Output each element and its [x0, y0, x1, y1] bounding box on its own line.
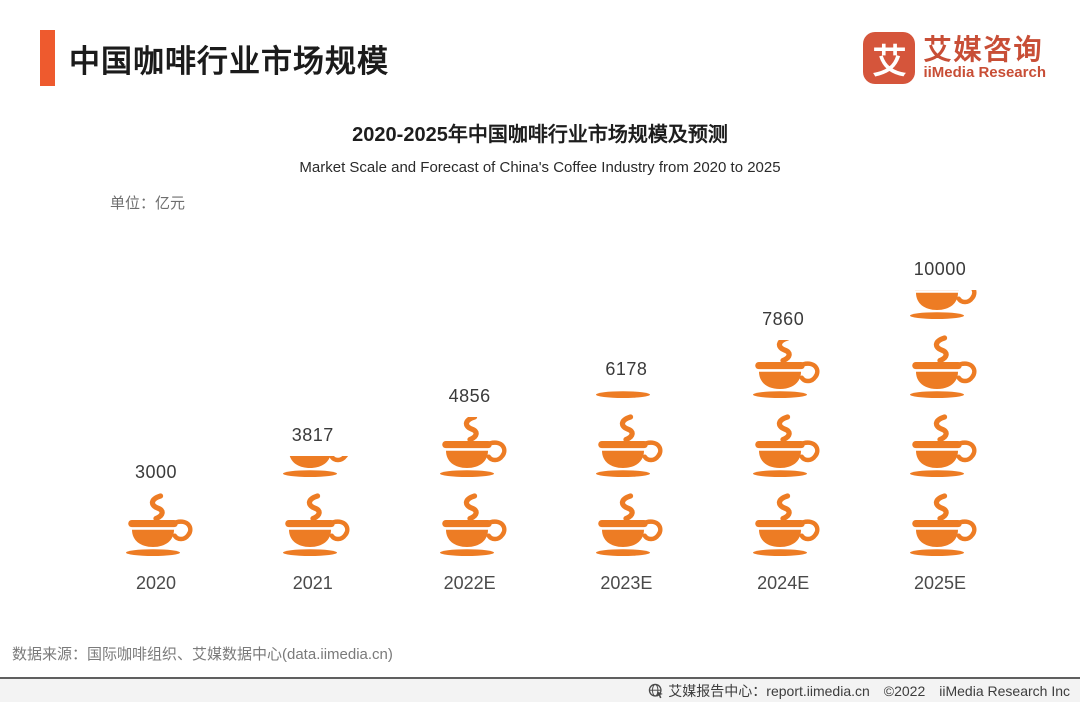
coffee-cup-icon	[126, 493, 193, 556]
value-label: 3817	[291, 425, 334, 445]
chart-column-2020: 3000	[92, 462, 220, 559]
full-cup	[116, 493, 196, 559]
cup-stack	[900, 290, 980, 559]
full-cup	[430, 493, 510, 559]
coffee-cup-icon	[909, 414, 977, 477]
cup-stack	[116, 493, 196, 559]
coffee-cup-icon	[753, 414, 820, 477]
footer-report-center: 艾媒报告中心：report.iimedia.cn	[648, 681, 870, 701]
cup-stack	[743, 340, 823, 559]
pictograph-chart: 3000 3817 4856 6178	[92, 219, 1004, 559]
unit-label: 单位：亿元	[110, 195, 186, 212]
partial-cup-icon	[586, 390, 666, 401]
year-label: 2024E	[757, 573, 810, 593]
partial-cup-icon	[273, 456, 353, 480]
partial-cup-icon	[900, 290, 980, 322]
logo-name-en: iiMedia Research	[923, 63, 1046, 81]
chart-subtitle: Market Scale and Forecast of China's Cof…	[299, 159, 781, 176]
footer-report-center-text: 艾媒报告中心：report.iimedia.cn	[668, 682, 870, 699]
title-accent-bar	[40, 30, 55, 86]
year-label: 2025E	[913, 573, 967, 593]
full-cup	[586, 493, 666, 559]
chart-column-2024e: 7860	[719, 309, 847, 559]
footer-copyright: ©2022	[883, 682, 926, 699]
x-axis-labels: 2020 2021 2022E 2023E 2024E 2025E	[92, 573, 1004, 594]
page-title: 中国咖啡行业市场规模	[69, 43, 389, 79]
full-cup	[273, 493, 353, 559]
data-source: 数据来源：国际咖啡组织、艾媒数据中心(data.iimedia.cn)	[12, 646, 393, 663]
coffee-cup-icon	[753, 340, 820, 398]
coffee-cup-icon	[909, 290, 977, 319]
cup-stack	[273, 456, 353, 559]
chart-column-2021: 3817	[249, 425, 377, 559]
footer-company: iiMedia Research Inc	[939, 682, 1070, 699]
value-label: 3000	[134, 462, 178, 482]
footer-bar: 艾媒报告中心：report.iimedia.cn ©2022 iiMedia R…	[0, 677, 1080, 702]
full-cup	[900, 493, 980, 559]
coffee-cup-icon	[282, 493, 350, 556]
globe-cursor-icon	[649, 683, 664, 698]
coffee-cup-icon	[909, 335, 977, 398]
year-label: 2020	[135, 573, 177, 593]
coffee-cup-icon	[596, 493, 663, 556]
logo-name-cn: 艾媒咨询	[923, 34, 1044, 66]
coffee-cup-icon	[753, 493, 820, 556]
value-label: 6178	[605, 359, 648, 379]
full-cup	[743, 414, 823, 480]
cup-stack	[430, 417, 510, 559]
chart-column-2022e: 4856	[406, 386, 534, 559]
report-header: 中国咖啡行业市场规模 艾 艾媒咨询 iiMedia Research	[0, 0, 1080, 86]
cup-stack	[586, 390, 666, 559]
coffee-cup-icon	[439, 417, 507, 477]
year-label: 2022E	[443, 573, 496, 593]
partial-cup-icon	[743, 340, 823, 401]
value-label: 4856	[448, 386, 491, 406]
full-cup	[900, 335, 980, 401]
year-label: 2021	[292, 573, 333, 593]
iimedia-logo-text: 艾媒咨询 iiMedia Research	[923, 35, 1046, 80]
iimedia-logo-icon: 艾	[863, 32, 916, 84]
partial-cup-icon	[430, 417, 510, 480]
chart-column-2023e: 6178	[562, 359, 690, 559]
coffee-cup-icon	[282, 456, 348, 477]
chart-column-2025e: 10000	[876, 259, 1004, 559]
coffee-cup-icon	[909, 493, 977, 556]
value-label: 10000	[913, 259, 967, 279]
iimedia-logo: 艾 艾媒咨询 iiMedia Research	[863, 32, 1046, 84]
coffee-cup-icon	[439, 493, 507, 556]
full-cup	[586, 414, 666, 480]
value-label: 7860	[762, 309, 805, 329]
year-label: 2023E	[600, 573, 653, 593]
coffee-cup-icon	[596, 391, 651, 398]
full-cup	[900, 414, 980, 480]
coffee-cup-icon	[596, 414, 663, 477]
full-cup	[743, 493, 823, 559]
chart-title: 2020-2025年中国咖啡行业市场规模及预测	[352, 124, 728, 146]
